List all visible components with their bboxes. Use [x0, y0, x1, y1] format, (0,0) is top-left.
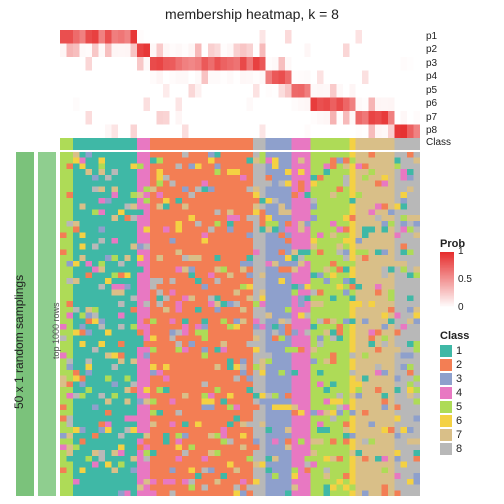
class-swatch-label: 5	[456, 401, 462, 413]
class-legend: Class 1 2 3 4 5 6 7 8	[440, 330, 469, 456]
class-swatch	[440, 443, 452, 455]
row-label: p7	[426, 112, 437, 123]
chart-title: membership heatmap, k = 8	[0, 6, 504, 22]
prob-tick: 1	[458, 246, 464, 257]
row-label: p2	[426, 44, 437, 55]
class-swatch-label: 6	[456, 415, 462, 427]
class-swatch	[440, 373, 452, 385]
row-label: p6	[426, 98, 437, 109]
sampling-heatmap	[60, 152, 420, 496]
class-swatch-label: 2	[456, 359, 462, 371]
class-swatch	[440, 345, 452, 357]
class-legend-item: 5	[440, 400, 469, 414]
class-swatch-label: 7	[456, 429, 462, 441]
class-legend-item: 2	[440, 358, 469, 372]
class-strip	[60, 138, 420, 150]
class-row-label: Class	[426, 137, 451, 148]
side-label-rows: top 1000 rows	[51, 302, 61, 359]
prob-tick: 0.5	[458, 274, 472, 285]
prob-legend-bar	[440, 252, 454, 308]
row-label: p3	[426, 58, 437, 69]
row-label: p1	[426, 31, 437, 42]
class-legend-item: 4	[440, 386, 469, 400]
class-legend-item: 6	[440, 414, 469, 428]
class-legend-item: 3	[440, 372, 469, 386]
class-swatch	[440, 387, 452, 399]
membership-heatmap	[60, 30, 420, 138]
class-legend-item: 8	[440, 442, 469, 456]
class-swatch-label: 1	[456, 345, 462, 357]
class-legend-item: 1	[440, 344, 469, 358]
class-legend-item: 7	[440, 428, 469, 442]
row-label: p4	[426, 71, 437, 82]
class-swatch	[440, 429, 452, 441]
row-label: p8	[426, 125, 437, 136]
row-label: p5	[426, 85, 437, 96]
class-swatch	[440, 401, 452, 413]
class-swatch-label: 4	[456, 387, 462, 399]
class-swatch	[440, 415, 452, 427]
class-legend-title: Class	[440, 330, 469, 342]
class-swatch-label: 8	[456, 443, 462, 455]
class-swatch-label: 3	[456, 373, 462, 385]
prob-tick: 0	[458, 302, 464, 313]
class-swatch	[440, 359, 452, 371]
side-label-samplings: 50 x 1 random samplings	[12, 275, 26, 409]
